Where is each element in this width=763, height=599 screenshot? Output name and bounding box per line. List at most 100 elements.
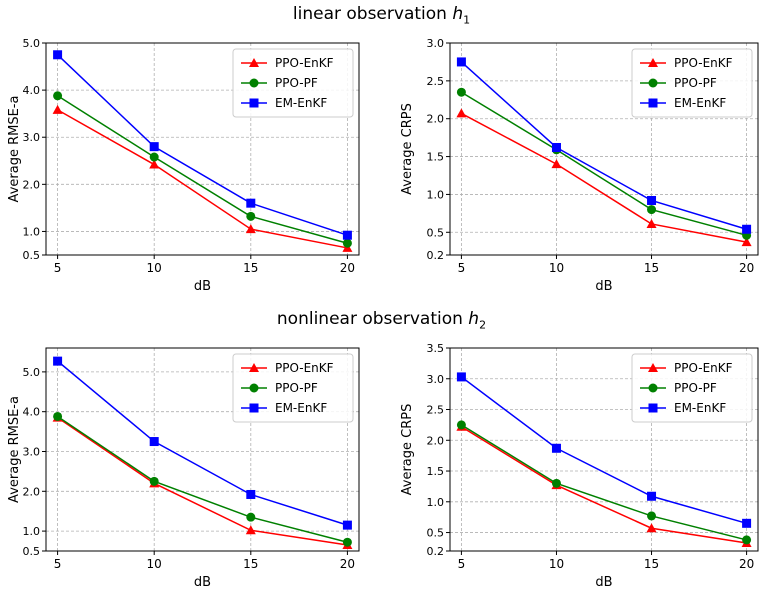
series-ppo-enkf bbox=[456, 108, 752, 247]
legend-label: PPO-EnKF bbox=[674, 56, 733, 70]
x-tick-label: 15 bbox=[644, 557, 659, 571]
x-tick-label: 20 bbox=[340, 557, 355, 571]
data-point bbox=[741, 237, 752, 247]
data-point bbox=[149, 476, 159, 486]
y-tick-label: 4.0 bbox=[23, 406, 41, 419]
data-point bbox=[456, 420, 466, 430]
legend-marker bbox=[249, 98, 259, 108]
y-tick-label: 2.0 bbox=[23, 485, 41, 498]
y-tick-label: 2.0 bbox=[427, 113, 445, 126]
series-ppo-pf bbox=[53, 91, 352, 248]
series-line bbox=[57, 417, 348, 546]
y-tick-label: 3.0 bbox=[23, 445, 41, 458]
row-title-nonlinear-subscript: 2 bbox=[479, 318, 487, 332]
y-tick-label: 1.0 bbox=[23, 525, 41, 538]
data-point bbox=[342, 230, 352, 240]
legend-label: EM-EnKF bbox=[275, 401, 327, 415]
y-tick-label: 3.0 bbox=[23, 131, 41, 144]
data-point bbox=[456, 372, 466, 382]
data-point bbox=[246, 211, 256, 221]
data-point bbox=[647, 205, 657, 215]
series-line bbox=[57, 109, 348, 249]
x-tick-label: 15 bbox=[644, 261, 659, 275]
data-point bbox=[53, 50, 63, 60]
x-tick-label: 5 bbox=[458, 557, 466, 571]
data-point bbox=[149, 159, 160, 169]
x-axis-label: dB bbox=[194, 575, 211, 590]
x-tick-label: 10 bbox=[147, 557, 162, 571]
x-tick-label: 10 bbox=[549, 261, 564, 275]
row-title-nonlinear-label: nonlinear observation bbox=[276, 309, 463, 329]
legend-marker bbox=[249, 78, 259, 88]
data-point bbox=[53, 411, 63, 421]
x-axis-label: dB bbox=[595, 279, 612, 294]
y-tick-label: 5.0 bbox=[23, 37, 41, 50]
series-line bbox=[57, 415, 348, 543]
legend-label: PPO-PF bbox=[674, 381, 717, 395]
y-tick-label: 3.5 bbox=[427, 342, 445, 355]
plot-frame bbox=[45, 42, 360, 256]
x-tick-label: 10 bbox=[147, 261, 162, 275]
legend-marker bbox=[648, 383, 658, 393]
legend-label: EM-EnKF bbox=[674, 96, 726, 110]
y-tick-label: 2.5 bbox=[427, 75, 445, 88]
data-point bbox=[53, 356, 63, 366]
series-em-enkf bbox=[456, 372, 752, 528]
x-axis-label: dB bbox=[595, 575, 612, 590]
data-point bbox=[742, 518, 752, 528]
series-em-enkf bbox=[456, 57, 752, 234]
data-point bbox=[149, 152, 159, 162]
y-tick-label: 2.0 bbox=[427, 434, 445, 447]
plot-frame bbox=[45, 347, 360, 552]
legend-marker bbox=[648, 98, 658, 108]
legend-box bbox=[631, 353, 753, 423]
series-ppo-enkf bbox=[52, 104, 353, 252]
series-ppo-pf bbox=[456, 420, 752, 545]
legend-box bbox=[232, 353, 354, 423]
y-tick-label: 4.0 bbox=[23, 84, 41, 97]
y-tick-label: 1.0 bbox=[427, 496, 445, 509]
x-tick-label: 10 bbox=[549, 557, 564, 571]
data-point bbox=[456, 57, 466, 67]
y-tick-label: 1.5 bbox=[427, 465, 445, 478]
data-point bbox=[342, 238, 352, 248]
series-line bbox=[460, 376, 747, 525]
data-point bbox=[245, 224, 256, 234]
legend-label: EM-EnKF bbox=[275, 96, 327, 110]
data-point bbox=[551, 443, 561, 453]
y-axis-label: Average RMSE-a bbox=[7, 396, 22, 503]
legend-marker bbox=[648, 403, 658, 413]
series-ppo-pf bbox=[53, 411, 352, 547]
legend-marker bbox=[648, 78, 658, 88]
y-tick-label: 0.2 bbox=[427, 545, 445, 558]
series-line bbox=[57, 360, 348, 526]
row-title-linear-subscript: 1 bbox=[463, 13, 471, 27]
data-point bbox=[245, 525, 256, 535]
x-tick-label: 20 bbox=[739, 261, 754, 275]
legend-label: PPO-PF bbox=[674, 76, 717, 90]
chart-nonlinear-rmse: 5 10 15 20 0.5 1.0 2.0 3.0 4.0 5.0 dB Average RMSE-… bbox=[7, 347, 360, 590]
x-tick-label: 5 bbox=[54, 557, 62, 571]
y-axis-label: Average CRPS bbox=[400, 103, 415, 195]
series-line bbox=[57, 54, 348, 236]
data-point bbox=[551, 159, 562, 169]
plot-frame bbox=[449, 347, 759, 552]
x-tick-label: 20 bbox=[340, 261, 355, 275]
data-point bbox=[456, 108, 467, 118]
legend: PPO-EnKF PPO-PF EM-EnKF bbox=[232, 353, 354, 423]
data-point bbox=[149, 142, 159, 152]
data-point bbox=[742, 224, 752, 234]
x-tick-label: 5 bbox=[54, 261, 62, 275]
series-line bbox=[460, 61, 747, 230]
legend-box bbox=[631, 48, 753, 118]
data-point bbox=[342, 537, 352, 547]
y-tick-label: 3.0 bbox=[427, 37, 445, 50]
legend-label: EM-EnKF bbox=[674, 401, 726, 415]
chart-nonlinear-crps: 5 10 15 20 0.2 0.5 1.0 1.5 2.0 2.5 3.0 3.5 dB Average… bbox=[400, 342, 759, 590]
data-point bbox=[551, 478, 561, 488]
legend: PPO-EnKF PPO-PF EM-EnKF bbox=[631, 48, 753, 118]
y-tick-label: 2.5 bbox=[427, 404, 445, 417]
y-tick-label: 0.5 bbox=[427, 226, 445, 239]
row-title-linear-label: linear observation bbox=[292, 4, 447, 24]
